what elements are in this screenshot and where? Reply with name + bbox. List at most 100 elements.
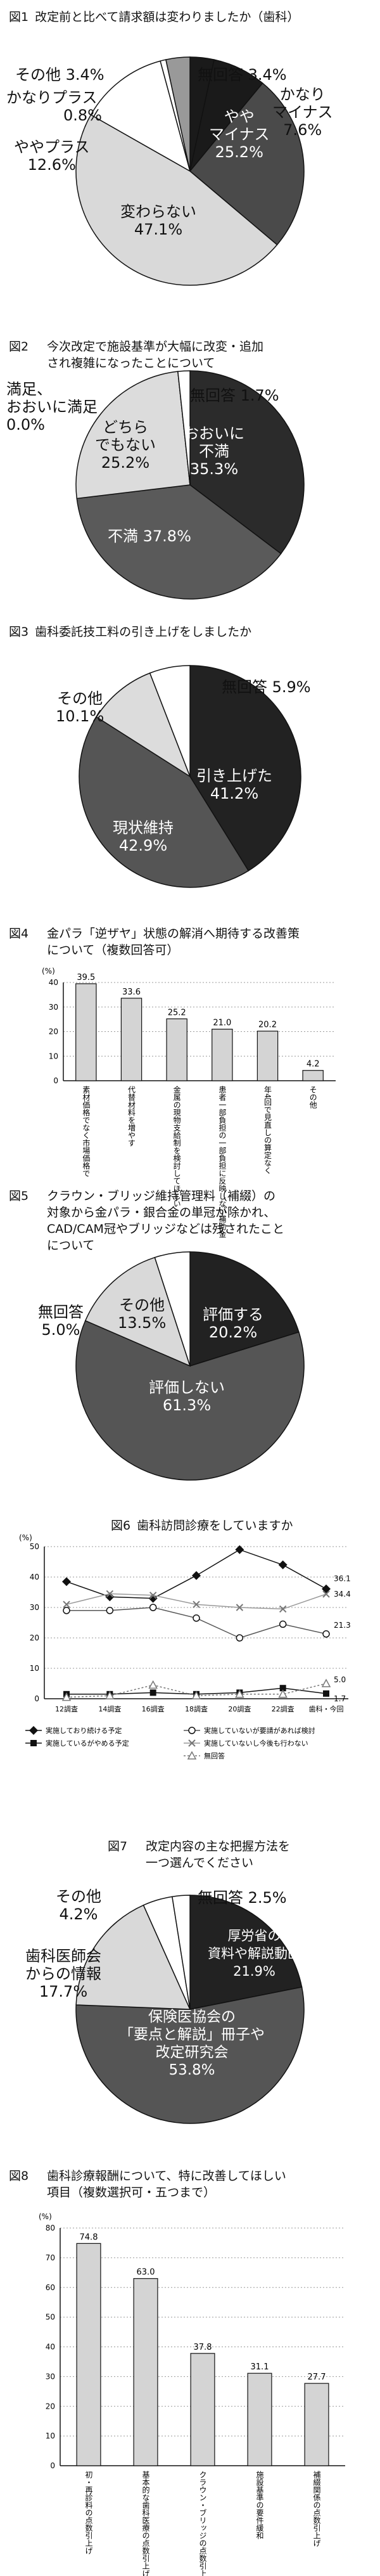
figure-2: 図2 今次改定で施設基準が大幅に改変・追加 され複雑になったことについて 無回答 … [0, 317, 380, 615]
pie-slice-3 [96, 672, 191, 778]
series-point [278, 1689, 288, 1698]
series-point [63, 1607, 70, 1614]
bar [133, 2278, 158, 2466]
y-tick-label: 60 [46, 2283, 55, 2292]
y-tick-label: 80 [46, 2224, 55, 2232]
figure-4-caption: 図4 金パラ「逆ザヤ」状態の解消へ期待する改善策 について（複数回答可） [9, 925, 371, 958]
bar-value-label: 63.0 [137, 2268, 155, 2277]
category-label: 補綴関係の点数引上げ [312, 2471, 321, 2547]
bar-value-label: 25.2 [168, 1008, 186, 1017]
pie-slice-1 [189, 370, 305, 555]
y-tick-label: 0 [34, 1694, 39, 1703]
y-tick-label: 10 [49, 1052, 58, 1060]
series-3 [63, 1604, 330, 1642]
series-point [105, 1592, 115, 1602]
series-4 [63, 1590, 330, 1613]
series-point [279, 1685, 286, 1692]
series-point [321, 1678, 331, 1687]
figure-5: 図5 クラウン・ブリッジ維持管理料（補綴）の 対象から金パラ・銀合金の単冠が除かれ… [0, 1179, 380, 1509]
label-hikiage: 引き上げた 41.2% [196, 767, 272, 802]
figure-3-number: 図3 [9, 625, 29, 639]
series-point [236, 1604, 244, 1611]
y-unit-label: (%) [42, 967, 55, 976]
pie-slice-5 [90, 60, 191, 172]
bar-value-label: 20.2 [258, 1021, 277, 1030]
pie-slice-4 [154, 1251, 191, 1367]
pie-slice-5 [177, 370, 191, 486]
y-tick-label: 10 [46, 2431, 55, 2440]
pie-slice-3 [189, 82, 305, 246]
pie-chart-3 [79, 665, 301, 888]
series-point [322, 1590, 330, 1598]
label-other: その他 13.5% [118, 1296, 167, 1332]
figure-3: 図3 歯科委託技工料の引き上げをしましたか 無回答 5.9% その他 10.1% 引… [0, 615, 380, 913]
legend-label: 実施していないし今後も行わない [204, 1739, 308, 1748]
pie-chart-2 [75, 370, 305, 600]
label-ishikai: 歯科医師会 からの情報 17.7% [25, 1947, 101, 2000]
legend-item: 無回答 [184, 1751, 225, 1760]
figure-8-title: 歯科診療報酬について、特に改善してほしい 項目（複数選択可・五つまで） [47, 2169, 286, 2199]
figure-6-title: 歯科訪問診療をしていますか [137, 1519, 293, 1533]
pie-chart-1 [75, 56, 305, 286]
bar [247, 2373, 272, 2466]
figure-3-caption: 図3 歯科委託技工料の引き上げをしましたか [9, 624, 371, 640]
pie-slice-3 [75, 1904, 191, 2010]
series-point [278, 1560, 288, 1569]
label-other: その他 10.1% [56, 690, 104, 725]
bar [190, 2353, 215, 2466]
pie-slice-4 [75, 114, 278, 286]
figure-1: 図1 改定前と比べて請求額は変わりましたか（歯科） 無回答 3.4% かなり マイナ… [0, 0, 380, 317]
series-point [236, 1634, 244, 1642]
series-line [66, 1593, 327, 1610]
figure-7-title: 改定内容の主な把握方法を 一つ選んでください [146, 1839, 291, 1870]
category-label: 患者一部負担の一部負担に反映しない補助金 [218, 1086, 227, 1238]
category-label: 金属の現物支給制を検討してほしい [172, 1085, 181, 1208]
label-kawaranai: 変わらない 47.1% [120, 203, 196, 238]
pie-slice-2 [76, 484, 282, 600]
y-tick-label: 40 [30, 1573, 39, 1581]
label-ooini-fuman: おおいに 不満 35.3% [184, 425, 244, 478]
x-tick-label: 16調査 [142, 1704, 165, 1713]
y-tick-label: 10 [30, 1664, 39, 1673]
series-point [149, 1604, 157, 1611]
label-koro: 厚労省の 資料や解説動画 21.9% [208, 1928, 301, 1979]
label-noans: 無回答 2.5% [198, 1889, 287, 1907]
label-hyoka: 評価する 20.2% [203, 1306, 263, 1341]
category-label: 初・再診料の点数引上げ [84, 2471, 93, 2554]
pie-slice-3 [75, 371, 191, 499]
pie-chart-5 [75, 1251, 305, 1481]
x-tick-label: 20調査 [228, 1704, 251, 1713]
legend-label: 実施していないが要請があれば検討 [204, 1726, 315, 1735]
legend-label: 実施しており続ける予定 [46, 1726, 122, 1735]
category-label: 素材価格でなく市場価格で [82, 1086, 91, 1177]
bar [212, 1029, 233, 1081]
y-tick-label: 40 [49, 978, 58, 987]
bar [256, 1031, 279, 1081]
figure-7-caption: 図7 改定内容の主な把握方法を 一つ選んでください [108, 1838, 361, 1871]
y-tick-label: 50 [30, 1542, 39, 1551]
y-tick-label: 20 [30, 1633, 39, 1642]
bar-value-label: 74.8 [80, 2232, 98, 2242]
end-value-label: 5.0 [334, 1675, 346, 1684]
figure-3-title: 歯科委託技工料の引き上げをしましたか [35, 625, 252, 639]
x-tick-label: 14調査 [98, 1704, 121, 1713]
y-unit-label: (%) [19, 1533, 32, 1542]
series-point [279, 1620, 287, 1628]
label-kanari-plus: かなりプラス 0.8% [6, 89, 102, 124]
label-yaya-plus: ややプラス 12.6% [14, 138, 90, 174]
label-noans: 無回答 1.7% [190, 387, 279, 404]
label-noans: 無回答 5.9% [222, 678, 311, 696]
label-other: その他 4.2% [56, 1888, 101, 1923]
figure-5-number: 図5 [9, 1189, 29, 1203]
figure-8: 図8 歯科診療報酬について、特に改善してほしい 項目（複数選択可・五つまで） (%… [0, 2155, 380, 2576]
bar-chart-8: (%) 0 10 20 30 40 50 60 70 80 74.8 初・再診料の点数引上げ 63.0 基… [39, 2212, 345, 2576]
series-point [235, 1545, 244, 1554]
label-yaya-minus: やや マイナス 25.2% [209, 108, 270, 161]
pie-slice-7 [165, 56, 191, 172]
pie-slice-1 [189, 665, 301, 872]
pie-slice-3 [84, 1256, 191, 1367]
figure-6: 図6 歯科訪問診療をしていますか (%) 0 10 20 30 40 50 12調査 14調査 16… [0, 1509, 380, 1826]
figure-4-number: 図4 [9, 927, 29, 941]
series-point [61, 1692, 72, 1701]
pie-slice-1 [189, 1895, 303, 2010]
